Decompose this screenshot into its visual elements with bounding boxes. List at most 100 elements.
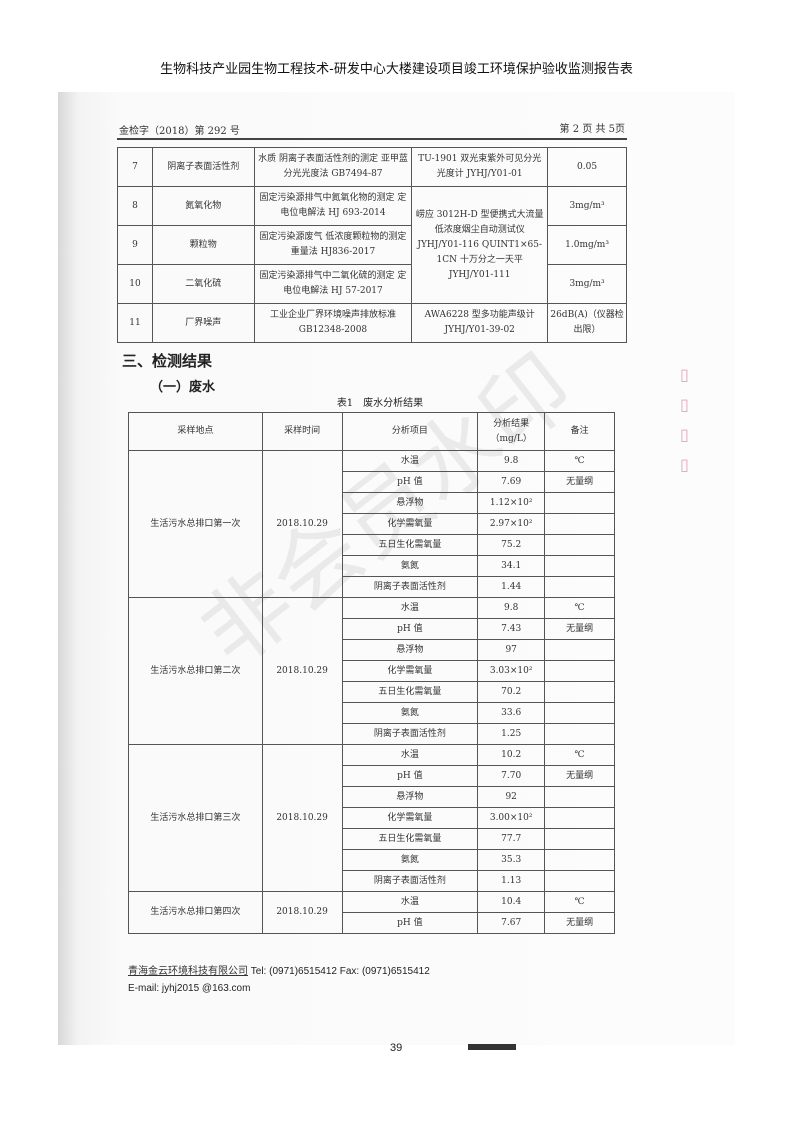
result-value: 7.43 xyxy=(477,618,546,640)
analysis-item: pH 值 xyxy=(341,765,479,787)
contact-info: Tel: (0971)6515412 Fax: (0971)6515412 xyxy=(248,966,430,977)
result-value: 1.13 xyxy=(477,870,546,892)
table-row: 11 厂界噪声 工业企业厂界环境噪声排放标准 GB12348-2008 AWA6228… xyxy=(117,303,627,343)
result-value: 2.97×10² xyxy=(477,513,546,535)
item-number: 8 xyxy=(117,186,153,226)
remark xyxy=(544,870,615,892)
result-value: 34.1 xyxy=(477,555,546,577)
footer: 青海金云环境科技有限公司 Tel: (0971)6515412 Fax: (09… xyxy=(128,963,430,997)
remark xyxy=(544,723,615,745)
remark xyxy=(544,702,615,724)
section-heading: 三、检测结果 xyxy=(122,352,213,370)
detection-limit: 3mg/m³ xyxy=(547,186,627,226)
table-row: 阴离子表面活性剂 1.25 xyxy=(129,723,615,745)
table-row: 氨氮 33.6 xyxy=(129,702,615,724)
analysis-item: 阴离子表面活性剂 xyxy=(341,870,479,892)
table-row: 生活污水总排口第一次 2018.10.29 水温 9.8 ℃ xyxy=(128,450,615,598)
sampling-date: 2018.10.29 xyxy=(261,450,343,598)
table-row: pH 值 7.70 无量纲 xyxy=(129,765,615,787)
analysis-item: 五日生化需氧量 xyxy=(341,681,479,703)
table-row: 8 氮氧化物 固定污染源排气中氮氧化物的测定 定电位电解法 HJ 693-2014 崂… xyxy=(117,186,627,304)
column-header: 采样时间 xyxy=(261,412,343,451)
table-row: 生活污水总排口第四次 2018.10.29 水温 10.4 ℃ xyxy=(128,891,615,934)
page-info: 第 2 页 共 5页 xyxy=(559,124,625,135)
table-row: 氨氮 35.3 xyxy=(129,849,615,871)
table-row: 9 颗粒物 固定污染源废气 低浓度颗粒物的测定 重量法 HJ836-2017 1.0m… xyxy=(117,225,627,265)
item-number: 9 xyxy=(117,225,153,265)
analysis-item: 化学需氧量 xyxy=(341,660,479,682)
email: E-mail: jyhj2015 @163.com xyxy=(128,983,251,994)
result-value: 92 xyxy=(477,786,546,808)
analysis-item: 水温 xyxy=(341,744,479,766)
result-value: 33.6 xyxy=(477,702,546,724)
remark xyxy=(544,639,615,661)
result-value: 7.67 xyxy=(477,912,546,934)
analysis-item: pH 值 xyxy=(341,618,479,640)
remark xyxy=(544,828,615,850)
analysis-item: 氨氮 xyxy=(341,849,479,871)
table-row: 阴离子表面活性剂 1.44 xyxy=(129,576,615,598)
table-row: pH 值 7.43 无量纲 xyxy=(129,618,615,640)
item-number: 7 xyxy=(117,147,153,187)
item-name: 颗粒物 xyxy=(151,225,255,265)
remark xyxy=(544,681,615,703)
sampling-site: 生活污水总排口第二次 xyxy=(128,597,263,745)
remark: ℃ xyxy=(544,891,615,913)
header-row: 采样地点 采样时间 分析项目 分析结果（mg/L） 备注 xyxy=(128,412,615,451)
table-row: 7 阴离子表面活性剂 水质 阴离子表面活性剂的测定 亚甲蓝分光光度法 GB7494-… xyxy=(117,147,627,187)
column-header: 分析结果（mg/L） xyxy=(477,412,546,451)
analysis-item: 氨氮 xyxy=(341,702,479,724)
stamp-mark: ▯ ▯ ▯ ▯ xyxy=(680,365,689,474)
result-value: 77.7 xyxy=(477,828,546,850)
method: 固定污染源排气中二氧化硫的测定 定电位电解法 HJ 57-2017 xyxy=(253,264,413,304)
table-caption: 表1 废水分析结果 xyxy=(336,398,424,409)
result-value: 7.69 xyxy=(477,471,546,493)
analysis-item: 化学需氧量 xyxy=(341,513,479,535)
table-row: 五日生化需氧量 77.7 xyxy=(129,828,615,850)
company-name: 青海金云环境科技有限公司 xyxy=(128,966,248,977)
remark: ℃ xyxy=(544,597,615,619)
item-number: 10 xyxy=(117,264,153,304)
analysis-item: 氨氮 xyxy=(341,555,479,577)
table-row: 氨氮 34.1 xyxy=(129,555,615,577)
analysis-item: 悬浮物 xyxy=(341,492,479,514)
remark xyxy=(544,492,615,514)
analysis-item: 水温 xyxy=(341,597,479,619)
results-table: 采样地点 采样时间 分析项目 分析结果（mg/L） 备注 生活污水总排口第一次 2018.1… xyxy=(128,412,615,934)
item-name: 阴离子表面活性剂 xyxy=(151,147,255,187)
sampling-site: 生活污水总排口第三次 xyxy=(128,744,263,892)
result-value: 10.4 xyxy=(477,891,546,913)
instrument: TU-1901 双光束紫外可见分光光度计 JYHJ/Y01-01 xyxy=(411,147,549,187)
report-number: 金检字（2018）第 292 号 xyxy=(119,126,240,137)
result-value: 97 xyxy=(477,639,546,661)
remark: 无量纲 xyxy=(544,765,615,787)
remark xyxy=(544,807,615,829)
result-value: 1.25 xyxy=(477,723,546,745)
remark xyxy=(544,849,615,871)
table-row: pH 值 7.69 无量纲 xyxy=(129,471,615,493)
item-name: 氮氧化物 xyxy=(151,186,255,226)
page-title: 生物科技产业园生物工程技术-研发中心大楼建设项目竣工环境保护验收监测报告表 xyxy=(160,62,633,77)
table-row: 生活污水总排口第二次 2018.10.29 水温 9.8 ℃ xyxy=(128,597,615,745)
result-value: 70.2 xyxy=(477,681,546,703)
table-row: 五日生化需氧量 75.2 xyxy=(129,534,615,556)
method: 固定污染源废气 低浓度颗粒物的测定 重量法 HJ836-2017 xyxy=(253,225,413,265)
remark: 无量纲 xyxy=(544,618,615,640)
result-value: 35.3 xyxy=(477,849,546,871)
detection-limit: 0.05 xyxy=(547,147,627,187)
scan-mark xyxy=(468,1044,516,1050)
table-row: 生活污水总排口第三次 2018.10.29 水温 10.2 ℃ xyxy=(128,744,615,892)
analysis-item: 悬浮物 xyxy=(341,639,479,661)
remark xyxy=(544,786,615,808)
remark xyxy=(544,513,615,535)
item-name: 厂界噪声 xyxy=(151,303,255,343)
analysis-item: pH 值 xyxy=(341,471,479,493)
sampling-date: 2018.10.29 xyxy=(261,744,343,892)
analysis-item: 五日生化需氧量 xyxy=(341,828,479,850)
remark: ℃ xyxy=(544,450,615,472)
analysis-item: 化学需氧量 xyxy=(341,807,479,829)
instrument: AWA6228 型多功能声级计 JYHJ/Y01-39-02 xyxy=(411,303,549,343)
item-number: 11 xyxy=(117,303,153,343)
method: 水质 阴离子表面活性剂的测定 亚甲蓝分光光度法 GB7494-87 xyxy=(253,147,413,187)
column-header: 采样地点 xyxy=(128,412,263,451)
